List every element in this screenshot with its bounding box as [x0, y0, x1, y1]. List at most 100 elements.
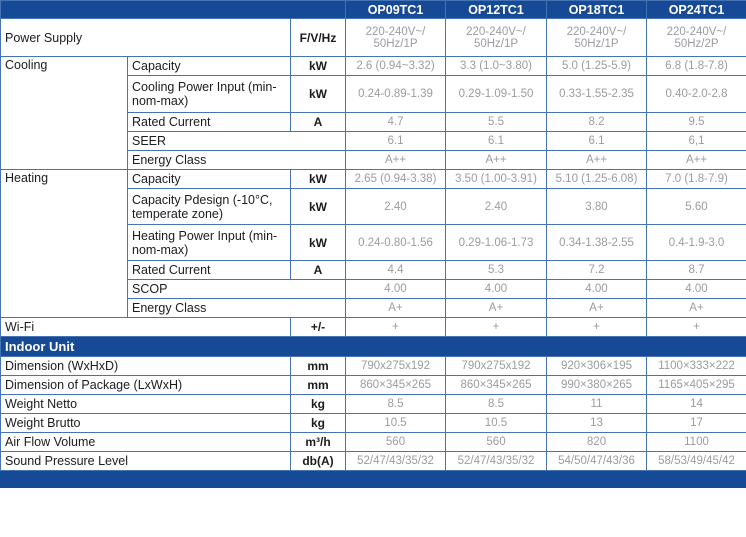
value-cell: 8.7	[646, 260, 746, 280]
unit-cell: kW	[290, 224, 346, 261]
unit-cell: mm	[290, 356, 346, 376]
unit-cell: kW	[290, 56, 346, 76]
unit-cell: kW	[290, 75, 346, 113]
value-cell: A++	[445, 150, 547, 170]
value-cell: 2.40	[345, 188, 446, 225]
value-cell: 560	[345, 432, 446, 452]
value-cell: 3.50 (1.00-3.91)	[445, 169, 547, 189]
sound-pressure-level-row: Sound Pressure Level db(A) 52/47/43/35/3…	[0, 451, 746, 471]
row-label: Capacity	[127, 169, 291, 189]
unit-cell: mm	[290, 375, 346, 395]
value-cell: 860×345×265	[345, 375, 446, 395]
cooling-energy-class-row: Energy Class A++ A++ A++ A++	[1, 150, 746, 170]
value-cell: 1165×405×295	[646, 375, 746, 395]
value-cell: 6.1	[546, 131, 647, 151]
row-label: Dimension of Package (LxWxH)	[0, 375, 291, 395]
cooling-power-input-row: Cooling Power Input (min-nom-max) kW 0.2…	[1, 75, 746, 113]
value-cell: 11	[546, 394, 647, 414]
heating-scop-row: SCOP 4.00 4.00 4.00 4.00	[1, 279, 746, 299]
power-supply-row: Power Supply F/V/Hz 220-240V~/ 50Hz/1P 2…	[0, 18, 746, 57]
value-cell: A+	[345, 298, 446, 318]
unit-cell: A	[290, 260, 346, 280]
row-label: Weight Brutto	[0, 413, 291, 433]
value-cell: 4.7	[345, 112, 446, 132]
row-label: Cooling Power Input (min-nom-max)	[127, 75, 291, 113]
row-label: Heating Power Input (min-nom-max)	[127, 224, 291, 261]
value-cell: 7.2	[546, 260, 647, 280]
cooling-section-label: Cooling	[0, 56, 128, 170]
row-label: SEER	[127, 131, 346, 151]
cooling-rated-current-row: Rated Current A 4.7 5.5 8.2 9.5	[1, 112, 746, 132]
value-cell: 5.10 (1.25-6.08)	[546, 169, 647, 189]
row-label: Rated Current	[127, 260, 291, 280]
row-label: Rated Current	[127, 112, 291, 132]
value-cell: 52/47/43/35/32	[345, 451, 446, 471]
value-cell: 860×345×265	[445, 375, 547, 395]
value-cell: 0.24-0.80-1.56	[345, 224, 446, 261]
weight-netto-row: Weight Netto kg 8.5 8.5 11 14	[0, 394, 746, 414]
value-cell: +	[546, 317, 647, 337]
value-cell: 10.5	[445, 413, 547, 433]
value-cell: 820	[546, 432, 647, 452]
value-cell: 17	[646, 413, 746, 433]
value-cell: A+	[546, 298, 647, 318]
value-cell: 8.5	[445, 394, 547, 414]
header-spacer	[0, 0, 346, 19]
row-label: Energy Class	[127, 150, 346, 170]
wifi-unit: +/-	[290, 317, 346, 337]
value-cell: 5.5	[445, 112, 547, 132]
value-cell: 4.00	[546, 279, 647, 299]
value-cell: A++	[646, 150, 746, 170]
value-cell: 1100×333×222	[646, 356, 746, 376]
unit-cell: kg	[290, 394, 346, 414]
cooling-capacity-row: Cooling Capacity kW 2.6 (0.94~3.32) 3.3 …	[0, 56, 746, 170]
row-label: Energy Class	[127, 298, 346, 318]
value-cell: 220-240V~/ 50Hz/2P	[646, 18, 746, 57]
power-supply-unit: F/V/Hz	[290, 18, 346, 57]
heating-capacity-row: Heating Capacity kW 2.65 (0.94-3.38) 3.5…	[0, 169, 746, 318]
value-cell: 0.34-1.38-2.55	[546, 224, 647, 261]
footer-bar-row	[0, 470, 746, 488]
value-cell: 58/53/49/45/42	[646, 451, 746, 471]
value-cell: 220-240V~/ 50Hz/1P	[345, 18, 446, 57]
value-cell: A++	[345, 150, 446, 170]
unit-cell: kW	[290, 188, 346, 225]
model-header-op09tc1: OP09TC1	[345, 0, 446, 19]
unit-cell: db(A)	[290, 451, 346, 471]
row-label: Sound Pressure Level	[0, 451, 291, 471]
value-cell: A+	[445, 298, 547, 318]
value-cell: 3.80	[546, 188, 647, 225]
value-cell: 5.0 (1.25-5.9)	[546, 56, 647, 76]
value-cell: 6.1	[445, 131, 547, 151]
wifi-row: Wi-Fi +/- + + + +	[0, 317, 746, 337]
value-cell: +	[646, 317, 746, 337]
value-cell: 790x275x192	[445, 356, 547, 376]
weight-brutto-row: Weight Brutto kg 10.5 10.5 13 17	[0, 413, 746, 433]
value-cell: 6.1	[345, 131, 446, 151]
row-label: SCOP	[127, 279, 346, 299]
row-label: Capacity	[127, 56, 291, 76]
value-cell: 0.33-1.55-2.35	[546, 75, 647, 113]
value-cell: 2.40	[445, 188, 547, 225]
unit-cell: kg	[290, 413, 346, 433]
value-cell: 8.2	[546, 112, 647, 132]
value-cell: 5.60	[646, 188, 746, 225]
package-dimension-row: Dimension of Package (LxWxH) mm 860×345×…	[0, 375, 746, 395]
value-cell: 14	[646, 394, 746, 414]
model-header-op18tc1: OP18TC1	[546, 0, 647, 19]
value-cell: 4.00	[445, 279, 547, 299]
indoor-unit-section-row: Indoor Unit	[0, 336, 746, 357]
spec-table: OP09TC1 OP12TC1 OP18TC1 OP24TC1 Power Su…	[0, 0, 746, 488]
power-supply-label: Power Supply	[0, 18, 291, 57]
heating-section-label: Heating	[0, 169, 128, 318]
value-cell: 7.0 (1.8-7.9)	[646, 169, 746, 189]
value-cell: A+	[646, 298, 746, 318]
indoor-unit-section-title: Indoor Unit	[0, 336, 746, 357]
value-cell: 13	[546, 413, 647, 433]
dimension-row: Dimension (WxHxD) mm 790x275x192 790x275…	[0, 356, 746, 376]
value-cell: 10.5	[345, 413, 446, 433]
value-cell: 920×306×195	[546, 356, 647, 376]
unit-cell: A	[290, 112, 346, 132]
value-cell: 0.24-0.89-1.39	[345, 75, 446, 113]
value-cell: 52/47/43/35/32	[445, 451, 547, 471]
